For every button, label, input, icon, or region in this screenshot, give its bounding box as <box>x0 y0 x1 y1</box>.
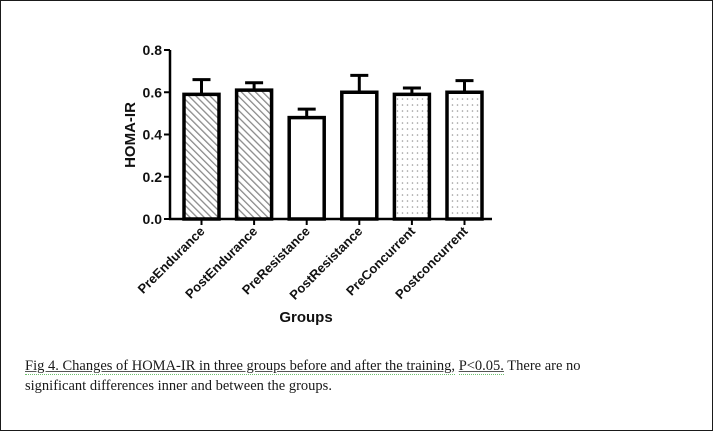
figure-caption: Fig 4. Changes of HOMA-IR in three group… <box>25 356 675 396</box>
y-axis: 0.0 0.2 0.4 0.6 0.8 <box>143 42 172 227</box>
caption-underlined-text: Fig 4. Changes of HOMA-IR in three group… <box>25 358 456 375</box>
bar-postconcurrent <box>445 79 484 221</box>
y-tick-label: 0.0 <box>143 211 163 227</box>
x-axis-title: Groups <box>279 309 332 326</box>
y-tick-label: 0.8 <box>143 42 163 58</box>
y-axis-title: HOMA-IR <box>122 102 139 168</box>
bar-preconcurrent <box>392 86 432 221</box>
caption-line1-rest: There are no <box>503 358 581 374</box>
y-tick-label: 0.2 <box>143 169 163 185</box>
bar-preendurance <box>182 78 221 221</box>
bar-chart: 0.0 0.2 0.4 0.6 0.8 HOMA-IR PreEndurancePost… <box>122 42 492 326</box>
caption-line2: significant differences inner and betwee… <box>25 378 332 394</box>
y-tick-label: 0.6 <box>143 84 163 100</box>
bar-preresistance <box>287 107 326 221</box>
caption-pvalue: P<0.05. <box>458 358 504 375</box>
bars <box>182 73 484 221</box>
x-axis: PreEndurancePostEndurancePreResistancePo… <box>135 217 492 303</box>
y-tick-label: 0.4 <box>143 127 163 143</box>
bar-postresistance <box>340 73 379 221</box>
bar-postendurance <box>234 81 274 221</box>
